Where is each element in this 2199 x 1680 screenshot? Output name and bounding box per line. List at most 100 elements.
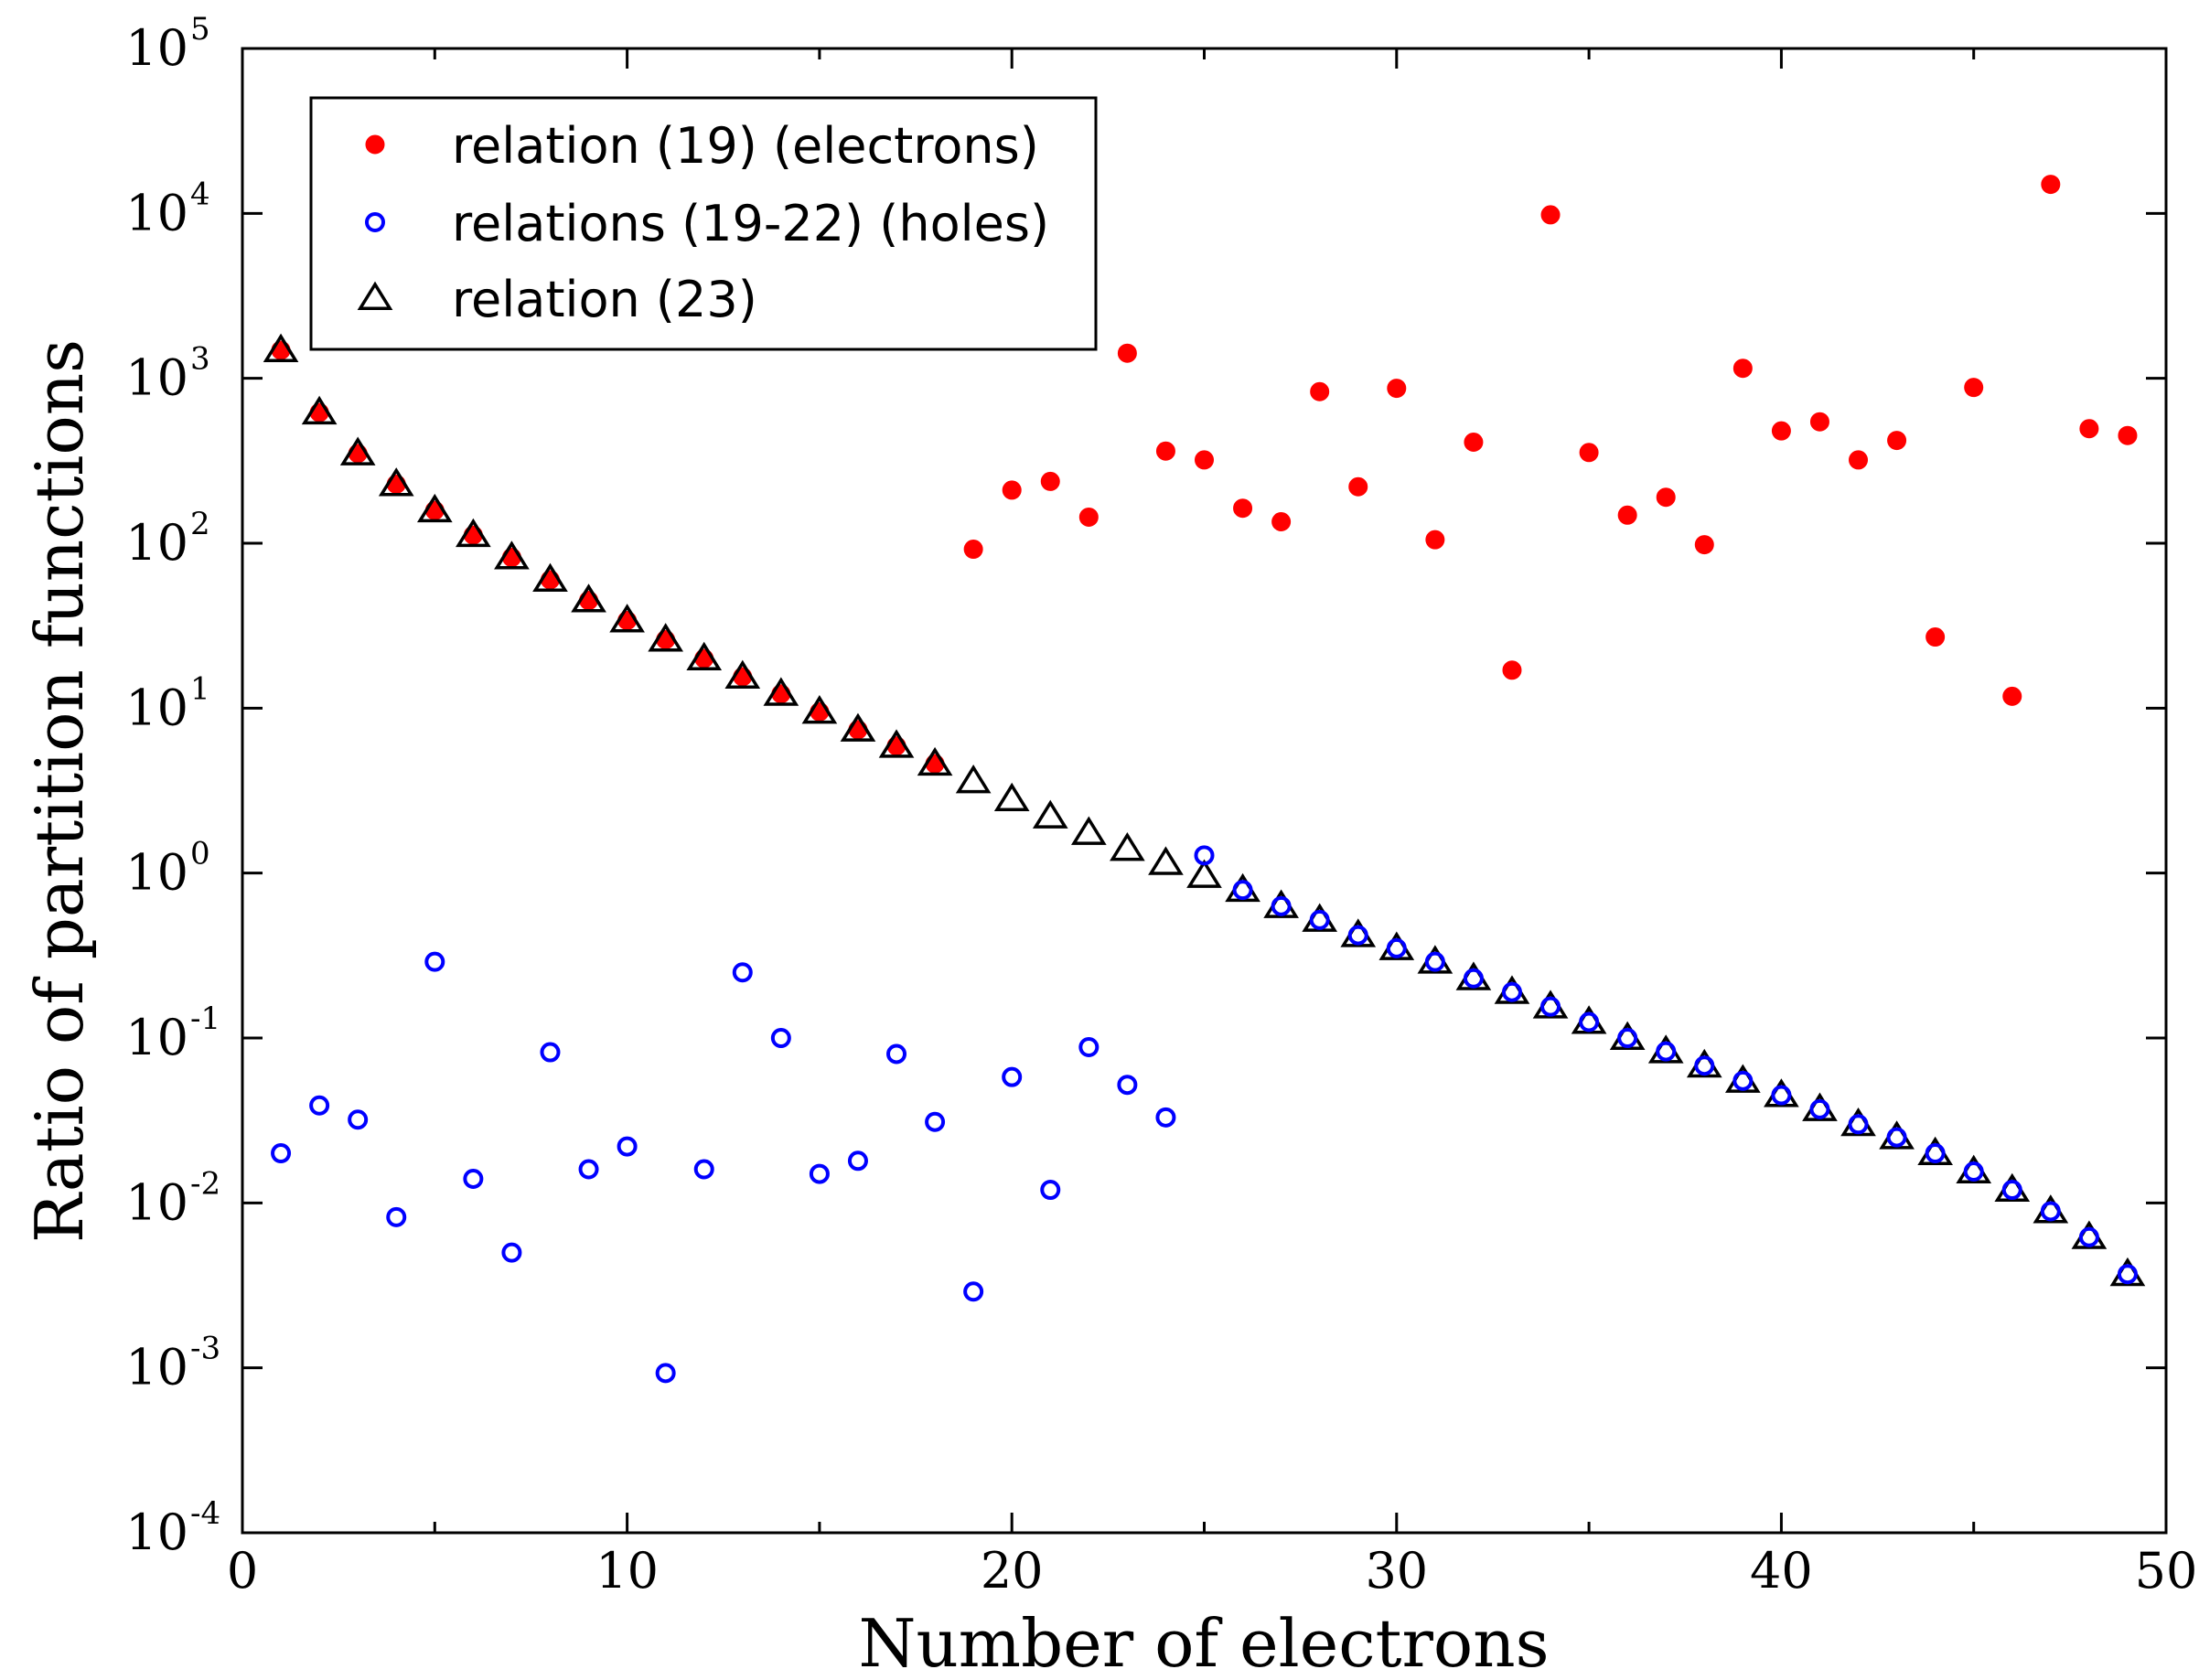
data-point bbox=[578, 1159, 599, 1180]
data-point bbox=[1540, 996, 1561, 1017]
data-point bbox=[1694, 1055, 1715, 1076]
legend-entry: relation (23) bbox=[357, 271, 757, 328]
data-point bbox=[416, 493, 453, 523]
legend: relation (19) (electrons) relations (19-2… bbox=[309, 96, 1098, 351]
data-point bbox=[456, 518, 491, 548]
x-tick-label: 10 bbox=[595, 1542, 659, 1600]
data-point bbox=[1848, 1114, 1869, 1135]
legend-label: relation (19) (electrons) bbox=[452, 117, 1039, 175]
data-point bbox=[963, 1281, 984, 1302]
y-tick-label: 10 bbox=[125, 514, 188, 572]
data-point bbox=[2041, 175, 2061, 195]
x-tick-label: 40 bbox=[1750, 1542, 1813, 1600]
data-point bbox=[1117, 343, 1137, 363]
data-point bbox=[724, 659, 761, 690]
data-point bbox=[424, 951, 445, 972]
data-point bbox=[1424, 951, 1445, 972]
data-point bbox=[501, 1242, 522, 1263]
data-point bbox=[540, 1042, 561, 1063]
y-tick-exponent: 5 bbox=[190, 11, 210, 48]
data-point bbox=[1070, 816, 1107, 845]
data-point bbox=[2117, 1264, 2138, 1285]
data-point bbox=[2001, 1180, 2022, 1201]
data-point bbox=[378, 467, 414, 497]
data-point bbox=[1617, 1028, 1638, 1048]
y-tick-label: 10 bbox=[125, 349, 188, 407]
legend-marker bbox=[357, 281, 393, 310]
x-tick-label: 0 bbox=[227, 1542, 258, 1600]
y-tick-label: 10 bbox=[125, 679, 188, 736]
legend-label: relations (19-22) (holes) bbox=[452, 195, 1049, 252]
data-point bbox=[1040, 1180, 1061, 1201]
y-tick-exponent: -1 bbox=[190, 1001, 220, 1037]
data-point bbox=[1078, 507, 1099, 527]
data-point bbox=[963, 540, 983, 560]
data-point bbox=[1002, 1066, 1023, 1087]
data-point bbox=[993, 782, 1030, 812]
data-point bbox=[801, 695, 838, 724]
data-point bbox=[1464, 432, 1484, 452]
data-point bbox=[309, 1095, 330, 1116]
data-point bbox=[463, 1168, 484, 1189]
data-point bbox=[1002, 480, 1022, 500]
data-point bbox=[1155, 441, 1175, 461]
data-point bbox=[1963, 1161, 1984, 1182]
data-point bbox=[1271, 895, 1292, 916]
data-point bbox=[1194, 845, 1215, 866]
data-point bbox=[1463, 968, 1484, 989]
data-point bbox=[2079, 419, 2099, 439]
data-point bbox=[1186, 859, 1222, 888]
data-point bbox=[301, 395, 338, 425]
y-tick-exponent: 3 bbox=[190, 341, 210, 378]
data-point bbox=[1195, 450, 1214, 470]
data-point bbox=[648, 623, 683, 652]
data-point bbox=[494, 540, 530, 570]
data-point bbox=[424, 500, 445, 520]
data-point bbox=[1425, 530, 1445, 550]
x-axis: 0 10 20 30 40 50 bbox=[227, 48, 2197, 1600]
data-point bbox=[501, 548, 521, 568]
data-point bbox=[1271, 511, 1292, 531]
legend-entry: relation (19) (electrons) bbox=[365, 117, 1039, 175]
data-point bbox=[693, 1159, 714, 1180]
data-point bbox=[1925, 1143, 1946, 1164]
y-tick-exponent: -3 bbox=[190, 1331, 220, 1367]
data-point bbox=[1110, 831, 1145, 861]
data-point bbox=[1809, 1098, 1830, 1119]
legend-label: relation (23) bbox=[452, 271, 757, 328]
data-point bbox=[463, 525, 483, 545]
data-point bbox=[840, 712, 876, 742]
data-point bbox=[532, 562, 568, 593]
data-point bbox=[386, 1206, 407, 1227]
data-point bbox=[917, 746, 953, 776]
data-point bbox=[263, 333, 299, 362]
data-point bbox=[1233, 498, 1253, 519]
data-point bbox=[386, 474, 406, 494]
data-point bbox=[1886, 1127, 1907, 1148]
data-point bbox=[2040, 1201, 2061, 1222]
data-point bbox=[1732, 358, 1753, 379]
data-point bbox=[1849, 450, 1869, 470]
legend-entry: relations (19-22) (holes) bbox=[365, 195, 1049, 252]
data-point bbox=[1148, 846, 1184, 875]
data-point bbox=[1348, 476, 1368, 497]
data-point bbox=[1232, 880, 1253, 901]
data-point bbox=[1694, 535, 1714, 555]
x-tick-label: 30 bbox=[1365, 1542, 1428, 1600]
data-point bbox=[348, 1109, 369, 1130]
x-axis-title: Number of electrons bbox=[858, 1605, 1549, 1680]
data-point bbox=[1809, 412, 1829, 432]
data-point bbox=[1155, 1107, 1176, 1128]
data-point bbox=[1040, 471, 1060, 491]
data-point bbox=[763, 677, 799, 706]
data-point bbox=[955, 765, 992, 794]
chart-marks bbox=[263, 175, 2146, 1384]
y-tick-exponent: -2 bbox=[190, 1165, 220, 1202]
y-tick-label: 10 bbox=[125, 1503, 188, 1561]
data-point bbox=[271, 1143, 292, 1164]
data-point bbox=[733, 667, 753, 687]
y-tick-label: 10 bbox=[125, 1173, 188, 1231]
data-point bbox=[2002, 686, 2022, 706]
data-point bbox=[1117, 1075, 1138, 1096]
y-tick-exponent: 2 bbox=[190, 506, 210, 542]
